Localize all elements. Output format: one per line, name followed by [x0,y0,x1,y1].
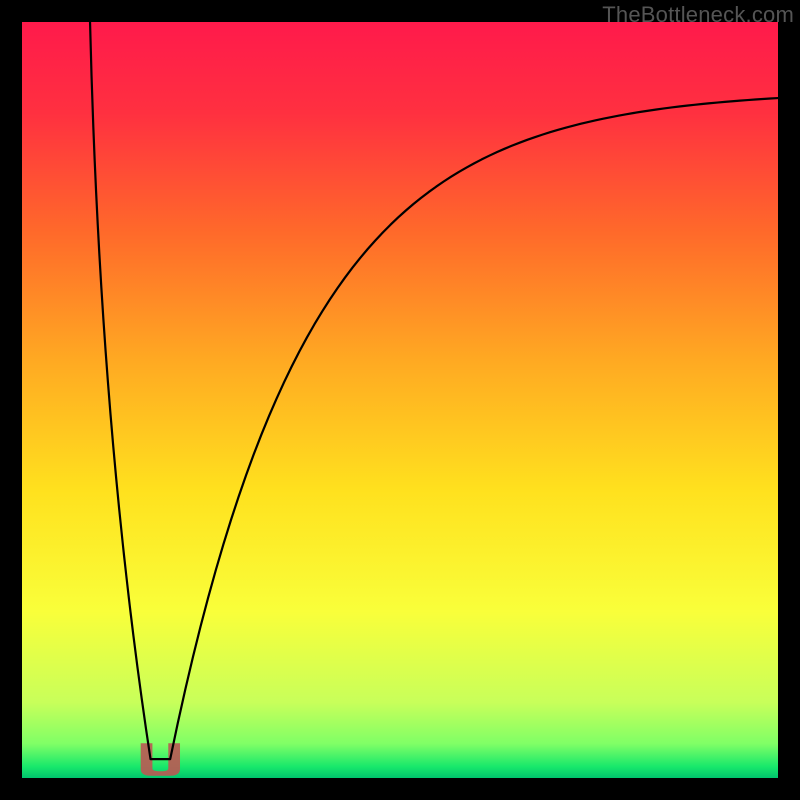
gradient-background [22,22,778,778]
chart-svg [0,0,800,800]
watermark-text: TheBottleneck.com [602,2,794,28]
chart-frame: TheBottleneck.com [0,0,800,800]
